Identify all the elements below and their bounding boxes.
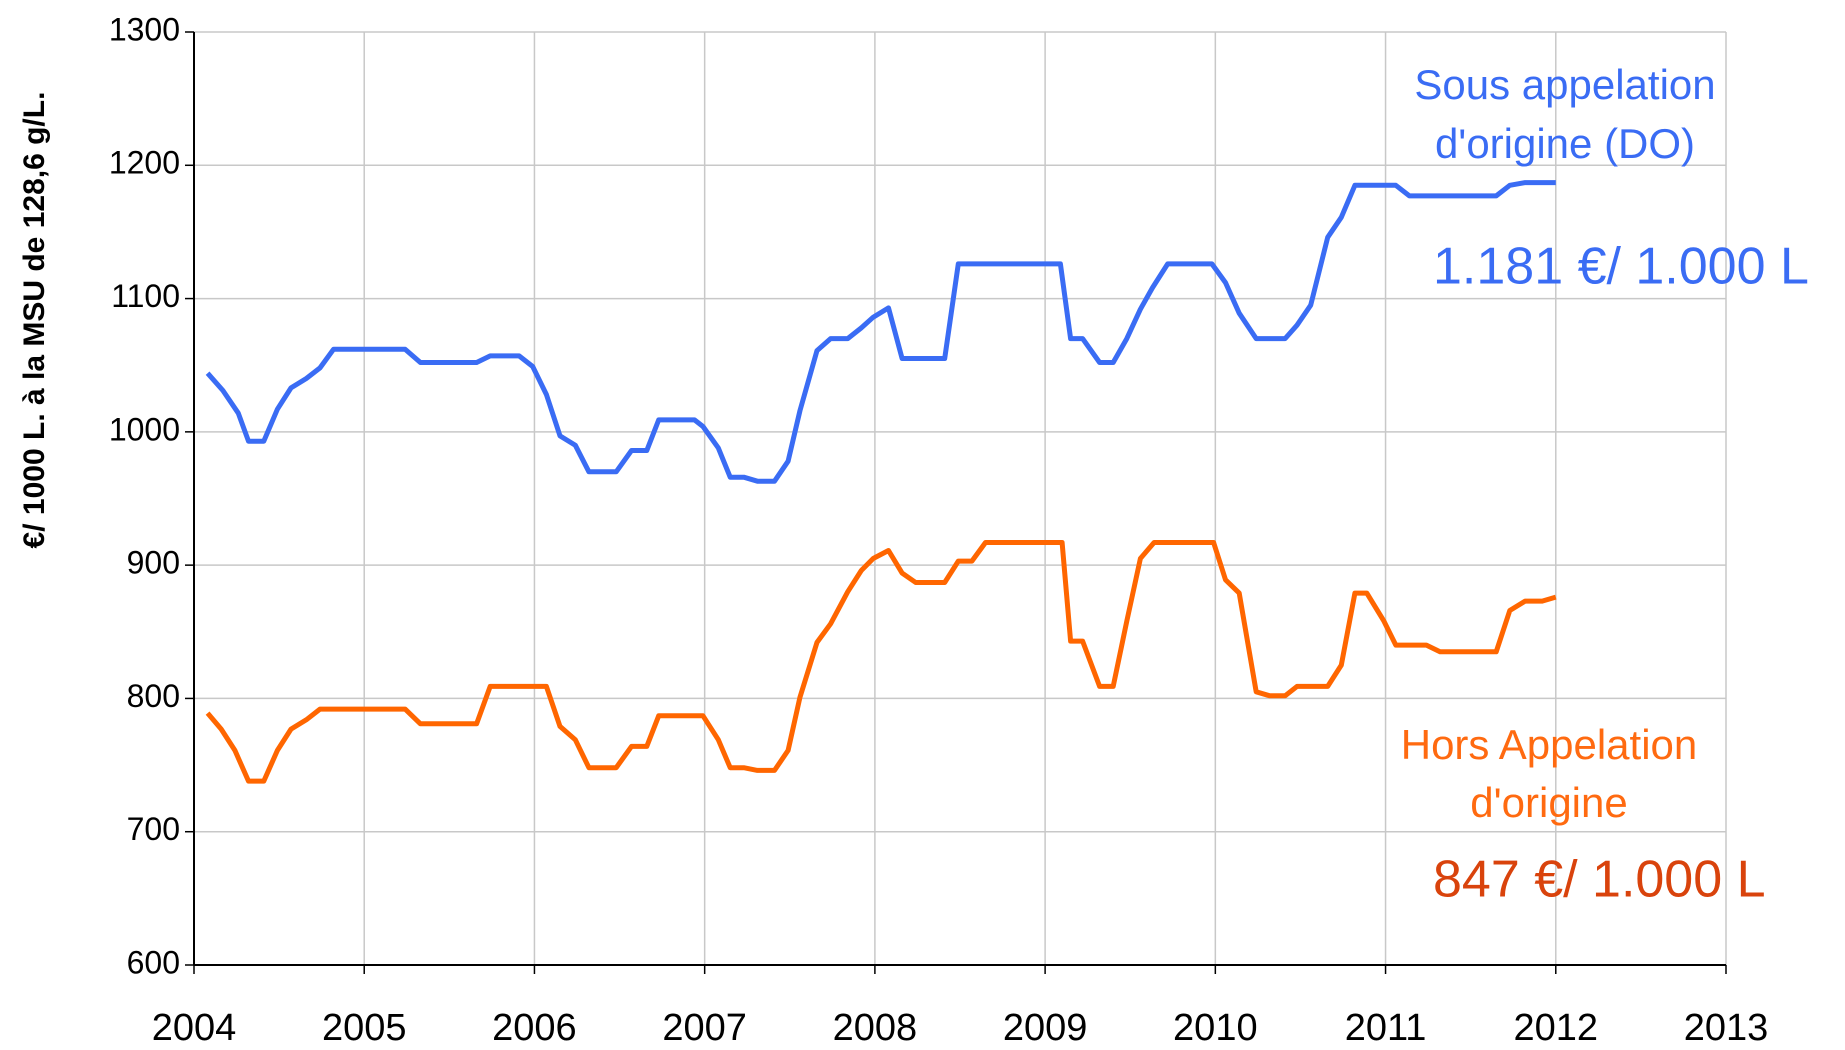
x-tick-label: 2013 [1684, 1007, 1769, 1049]
x-tick-label: 2008 [833, 1007, 918, 1049]
x-tick-label: 2007 [662, 1007, 747, 1049]
series-label: Sous appelation [1414, 61, 1715, 108]
x-tick-label: 2004 [152, 1007, 237, 1049]
series-label: d'origine [1470, 779, 1627, 826]
y-tick-label: 600 [127, 944, 180, 980]
series-label: Hors Appelation [1401, 721, 1698, 768]
y-tick-label: 700 [127, 811, 180, 847]
y-tick-label: 1000 [109, 411, 180, 447]
value-annotation: 847 €/ 1.000 L [1433, 851, 1766, 909]
x-tick-label: 2006 [492, 1007, 577, 1049]
y-tick-label: 900 [127, 545, 180, 581]
y-tick-label: 1100 [111, 278, 180, 314]
x-tick-label: 2010 [1173, 1007, 1258, 1049]
y-tick-label: 1300 [109, 11, 180, 47]
value-annotation: 1.181 €/ 1.000 L [1433, 238, 1809, 296]
x-tick-label: 2012 [1514, 1007, 1599, 1049]
x-tick-label: 2005 [322, 1007, 407, 1049]
y-tick-label: 1200 [109, 145, 180, 181]
y-axis-label: €/ 1000 L. à la MSU de 128,6 g/L. [18, 92, 51, 549]
x-tick-label: 2011 [1345, 1007, 1427, 1049]
line [205, 180, 1556, 484]
x-tick-label: 2009 [1003, 1007, 1088, 1049]
series-label: d'origine (DO) [1435, 120, 1695, 167]
y-tick-label: 800 [127, 678, 180, 714]
line [205, 540, 1557, 784]
